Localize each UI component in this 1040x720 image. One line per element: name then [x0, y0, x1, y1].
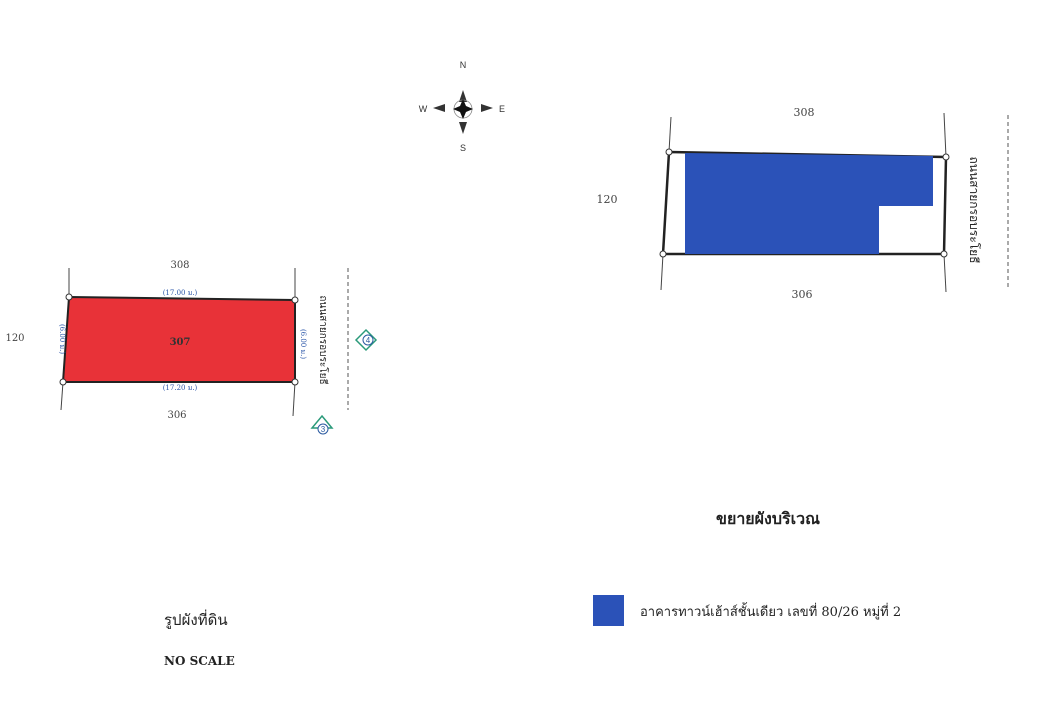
dimension-top: (17.00 ม.) — [163, 289, 198, 297]
survey-marker-number: 4 — [366, 336, 371, 345]
boundary-marker-icon — [940, 250, 948, 258]
site-plan: 308 306 120 ถนนสายกรอบระโยธี — [597, 106, 1009, 301]
compass-north-label: N — [460, 60, 467, 70]
boundary-tick — [943, 253, 947, 293]
boundary-marker-icon — [659, 250, 667, 258]
legend-label: อาคารทาวน์เฮ้าส์ชั้นเดียว เลขที่ 80/26 ห… — [640, 605, 902, 620]
compass-arrow-east-icon — [481, 104, 493, 112]
boundary-marker-icon — [65, 293, 73, 301]
survey-marker-icon: 4 — [354, 328, 378, 352]
boundary-tick — [60, 381, 64, 411]
survey-marker-icon: 3 — [310, 414, 334, 435]
dimension-left: (6.00 ม.) — [58, 324, 66, 354]
road-name-label: ถนนสายกรอบระโยธี — [967, 157, 981, 264]
compass-south-label: S — [460, 143, 466, 153]
compass-arrow-south-icon — [459, 122, 467, 134]
boundary-tick — [943, 112, 947, 158]
neighbor-bottom-number: 306 — [792, 288, 813, 301]
site-plan-title: ขยายผังบริเวณ — [716, 509, 820, 528]
dimension-bottom: (17.20 ม.) — [163, 384, 198, 392]
neighbor-top-number: 308 — [794, 106, 815, 119]
boundary-marker-icon — [665, 148, 673, 156]
boundary-marker-icon — [59, 378, 67, 386]
legend-color-swatch — [593, 595, 624, 626]
building-footprint — [685, 153, 933, 254]
compass-arrow-west-icon — [433, 104, 445, 112]
neighbor-left-number: 120 — [597, 193, 618, 206]
compass-arrow-north-icon — [459, 90, 467, 102]
dimension-right: (6.00 ม.) — [299, 329, 307, 359]
compass-star-icon — [453, 99, 473, 119]
boundary-tick — [668, 116, 672, 153]
boundary-marker-icon — [942, 153, 950, 161]
compass-rose-icon: N S W E — [419, 60, 505, 153]
land-plan: 307 (17.00 ม.) (17.20 ม.) (6.00 ม.) (6.0… — [5, 260, 378, 435]
neighbor-bottom-number: 306 — [167, 410, 186, 421]
survey-marker-number: 3 — [321, 425, 326, 434]
boundary-marker-icon — [291, 296, 299, 304]
compass-west-label: W — [419, 104, 428, 114]
parcel-number: 307 — [170, 337, 191, 348]
boundary-marker-icon — [291, 378, 299, 386]
boundary-tick — [660, 253, 664, 291]
compass-east-label: E — [499, 104, 505, 114]
neighbor-top-number: 308 — [170, 260, 189, 271]
scale-note: NO SCALE — [164, 654, 235, 668]
neighbor-left-number: 120 — [5, 333, 24, 344]
road-name-label: ถนนสายกรอบระโยธี — [317, 295, 330, 384]
land-plan-title: รูปผังที่ดิน — [164, 611, 228, 629]
boundary-tick — [292, 381, 296, 417]
